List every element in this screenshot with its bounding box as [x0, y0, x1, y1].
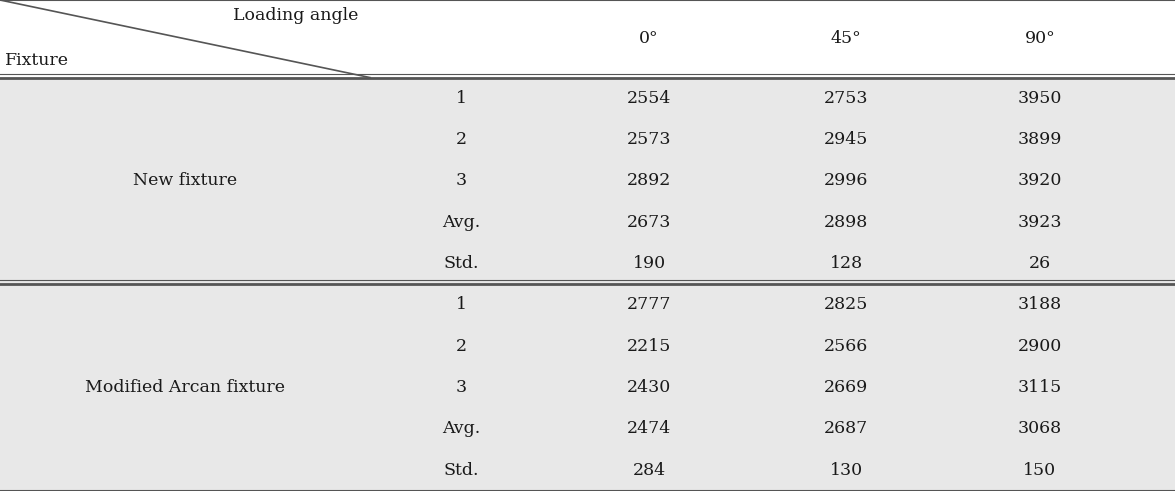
- Text: 128: 128: [830, 255, 862, 272]
- Text: 90°: 90°: [1025, 30, 1055, 47]
- Text: 3115: 3115: [1018, 379, 1062, 396]
- Text: 3: 3: [456, 379, 466, 396]
- Text: 2: 2: [456, 131, 466, 148]
- Text: 2566: 2566: [824, 338, 868, 355]
- Text: 130: 130: [830, 462, 862, 479]
- Text: 2996: 2996: [824, 172, 868, 190]
- Text: 284: 284: [632, 462, 666, 479]
- Text: 2673: 2673: [627, 214, 671, 231]
- Text: 2554: 2554: [627, 90, 671, 107]
- Text: 3950: 3950: [1018, 90, 1062, 107]
- Text: 1: 1: [456, 90, 466, 107]
- Text: 2777: 2777: [627, 297, 671, 313]
- Text: Loading angle: Loading angle: [233, 7, 358, 25]
- Text: 2892: 2892: [627, 172, 671, 190]
- Text: 3: 3: [456, 172, 466, 190]
- Text: 1: 1: [456, 297, 466, 313]
- Text: 2898: 2898: [824, 214, 868, 231]
- Text: Modified Arcan fixture: Modified Arcan fixture: [85, 379, 286, 396]
- Text: 2669: 2669: [824, 379, 868, 396]
- Text: 150: 150: [1023, 462, 1056, 479]
- Text: 2: 2: [456, 338, 466, 355]
- Text: 2573: 2573: [627, 131, 671, 148]
- Text: Fixture: Fixture: [5, 52, 68, 69]
- Text: 45°: 45°: [831, 30, 861, 47]
- Text: 2474: 2474: [627, 420, 671, 437]
- Text: 2753: 2753: [824, 90, 868, 107]
- Text: 2215: 2215: [627, 338, 671, 355]
- Text: Avg.: Avg.: [442, 214, 481, 231]
- Text: Std.: Std.: [443, 462, 479, 479]
- FancyBboxPatch shape: [0, 0, 1175, 78]
- Text: 2945: 2945: [824, 131, 868, 148]
- Text: 2430: 2430: [627, 379, 671, 396]
- Text: 2687: 2687: [824, 420, 868, 437]
- Text: 3920: 3920: [1018, 172, 1062, 190]
- Text: 190: 190: [632, 255, 666, 272]
- Text: 3923: 3923: [1018, 214, 1062, 231]
- Text: Std.: Std.: [443, 255, 479, 272]
- Text: 2825: 2825: [824, 297, 868, 313]
- Text: 3188: 3188: [1018, 297, 1062, 313]
- Text: New fixture: New fixture: [133, 172, 237, 190]
- Text: 0°: 0°: [639, 30, 659, 47]
- FancyBboxPatch shape: [0, 78, 1175, 491]
- Text: 26: 26: [1029, 255, 1050, 272]
- Text: 3899: 3899: [1018, 131, 1062, 148]
- Text: 3068: 3068: [1018, 420, 1062, 437]
- Text: Avg.: Avg.: [442, 420, 481, 437]
- Text: 2900: 2900: [1018, 338, 1062, 355]
